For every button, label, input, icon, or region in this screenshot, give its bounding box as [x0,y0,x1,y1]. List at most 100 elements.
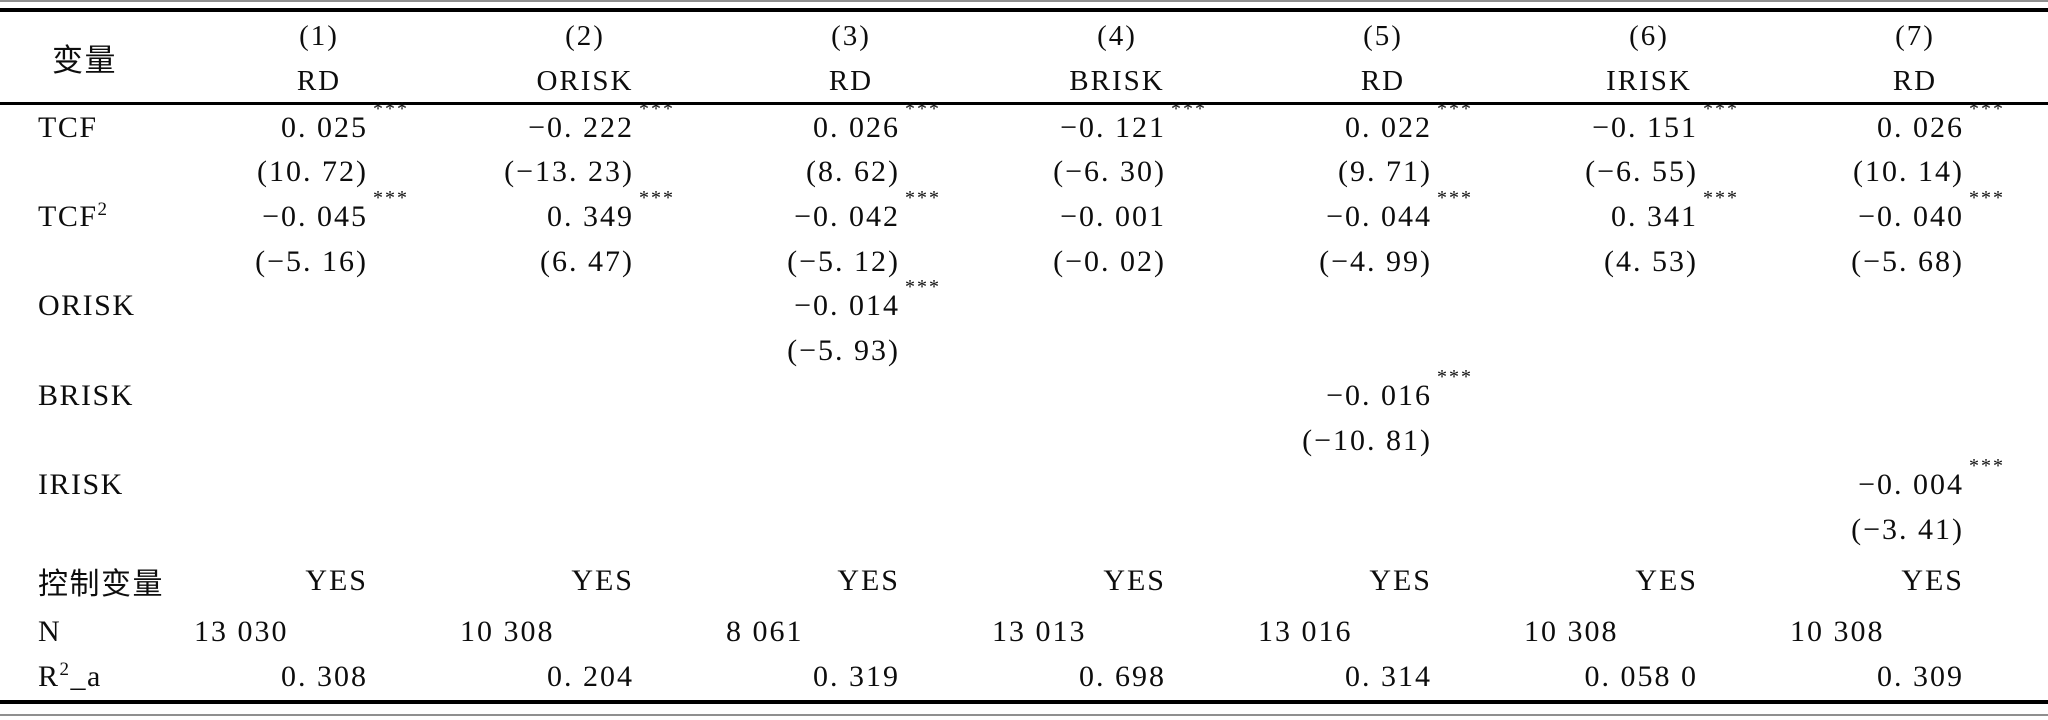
cell-value: YES [305,564,368,598]
tstat-cell [452,508,718,553]
tstat-cell: (−4. 99) [1250,239,1516,284]
coefficient-cell [452,463,718,508]
table-row-coef: BRISK −0. 016 *** [0,366,2048,419]
coefficient-cell: −0. 222 *** [452,97,718,151]
cell-value: YES [1635,564,1698,598]
tstat-cell: (−5. 16) [186,239,452,284]
col-number: (2) [565,19,605,52]
cell-value: (−13. 23) [504,155,634,189]
cell-value: −0. 222 *** [528,97,675,144]
observations-cell: 13 030 [186,610,452,655]
row-label-superscript: 2 [59,659,71,681]
variable-column-header: 变量 [0,10,186,105]
coefficient-cell [1250,463,1516,508]
observations-cell: 13 013 [984,610,1250,655]
cell-value: 0. 341 *** [1611,187,1739,234]
coefficient-cell [186,463,452,508]
observations-cell: 8 061 [718,610,984,655]
tstat-cell [1516,508,1782,553]
cell-value: 0. 204 [547,660,634,694]
significance-stars: *** [373,97,409,120]
cell-value: 0. 058 0 [1584,660,1698,694]
cell-value: (−3. 41) [1851,512,1964,546]
cell-value: (−4. 99) [1319,244,1432,278]
tstat-cell: (6. 47) [452,239,718,284]
col-number: (6) [1629,19,1669,52]
coefficient-cell: −0. 040 *** [1782,187,2048,240]
significance-stars: *** [905,187,941,210]
row-label-text: TCF [38,200,98,234]
cell-value: −0. 151 *** [1592,97,1739,144]
r-squared-cell: 0. 204 [452,655,718,702]
cell-value: 13 016 [1258,615,1353,649]
coefficient-cell: 0. 022 *** [1250,98,1516,151]
tstat-cell: (−5. 93) [718,329,984,374]
table-row-tstat: (−5. 16) (6. 47) (−5. 12) (−0. 02) (−4. 99) (… [0,239,2048,284]
cell-value: −0. 040 *** [1858,187,2005,234]
row-label-text: R [38,660,60,694]
header-row-depvars: RD ORISK RD BRISK RD IRISK RD [0,60,2048,105]
table-header: 变量 (1) (2) (3) (4) (5) (6) (7) RD ORISK RD BRISK RD I… [0,10,2048,105]
coefficient-cell [452,374,718,419]
dependent-variable-name: IRISK [1516,60,1782,105]
dependent-variable-name: ORISK [452,60,718,105]
tstat-cell [1516,329,1782,374]
table-row-tstat: (−3. 41) [0,508,2048,553]
coefficient-cell [1250,284,1516,329]
coefficient-cell: −0. 001 [984,195,1250,240]
tstat-cell [1516,418,1782,463]
observations-cell: 10 308 [1782,610,2048,655]
tstat-cell [718,508,984,553]
cell-value: 0. 309 [1877,660,1964,694]
tstat-cell: (−13. 23) [452,150,718,195]
tstat-cell: (10. 14) [1782,150,2048,195]
coefficient-cell: −0. 151 *** [1516,97,1782,151]
row-label: TCF2 [0,195,186,240]
coefficient-cell: −0. 044 *** [1250,187,1516,240]
coefficient-cell [718,463,984,508]
tstat-cell: (4. 53) [1516,239,1782,284]
coefficient-cell: −0. 016 *** [1250,366,1516,419]
tstat-cell [186,508,452,553]
tstat-cell: (−6. 30) [984,150,1250,195]
significance-stars: *** [1171,97,1207,120]
tstat-cell: (−3. 41) [1782,508,2048,553]
row-label: 控制变量 [0,552,186,610]
table-row-obs: N 13 030 10 308 8 061 13 013 13 016 10 308 10 3… [0,610,2048,655]
tstat-cell [718,418,984,463]
cell-value: 0. 314 [1345,660,1432,694]
coefficient-cell: −0. 042 *** [718,187,984,240]
table-row-coef: ORISK −0. 014 *** [0,276,2048,329]
cell-value: (−6. 30) [1053,155,1166,189]
row-label-text: N [38,615,62,649]
tstat-cell [186,329,452,374]
cell-value: 10 308 [1524,615,1619,649]
cell-value: 0. 349 *** [547,187,675,234]
r-squared-cell: 0. 319 [718,655,984,702]
row-label: N [0,610,186,655]
coefficient-cell [1782,374,2048,419]
tstat-cell: (−0. 02) [984,239,1250,284]
controls-yes-cell: YES [1250,552,1516,610]
coefficient-cell: −0. 004 *** [1782,455,2048,508]
significance-stars: *** [1703,187,1739,210]
cell-value: YES [1103,564,1166,598]
row-label-text: 控制变量 [38,568,164,602]
significance-stars: *** [639,187,675,210]
significance-stars: *** [1437,187,1473,210]
cell-value: 10 308 [1790,615,1885,649]
regression-table: 变量 (1) (2) (3) (4) (5) (6) (7) RD ORISK RD BRISK RD I… [0,8,2048,704]
significance-stars: *** [905,276,941,299]
row-label-text: TCF [38,110,98,144]
row-label-text: BRISK [38,378,134,412]
r-squared-cell: 0. 058 0 [1516,655,1782,702]
r-squared-cell: 0. 698 [984,655,1250,702]
cell-value: 13 030 [194,615,289,649]
tstat-cell: (9. 71) [1250,150,1516,195]
row-label: R2_a [0,655,186,702]
cell-value: (−5. 12) [787,244,900,278]
controls-yes-cell: YES [186,552,452,610]
controls-yes-cell: YES [1516,552,1782,610]
row-label [0,508,186,553]
